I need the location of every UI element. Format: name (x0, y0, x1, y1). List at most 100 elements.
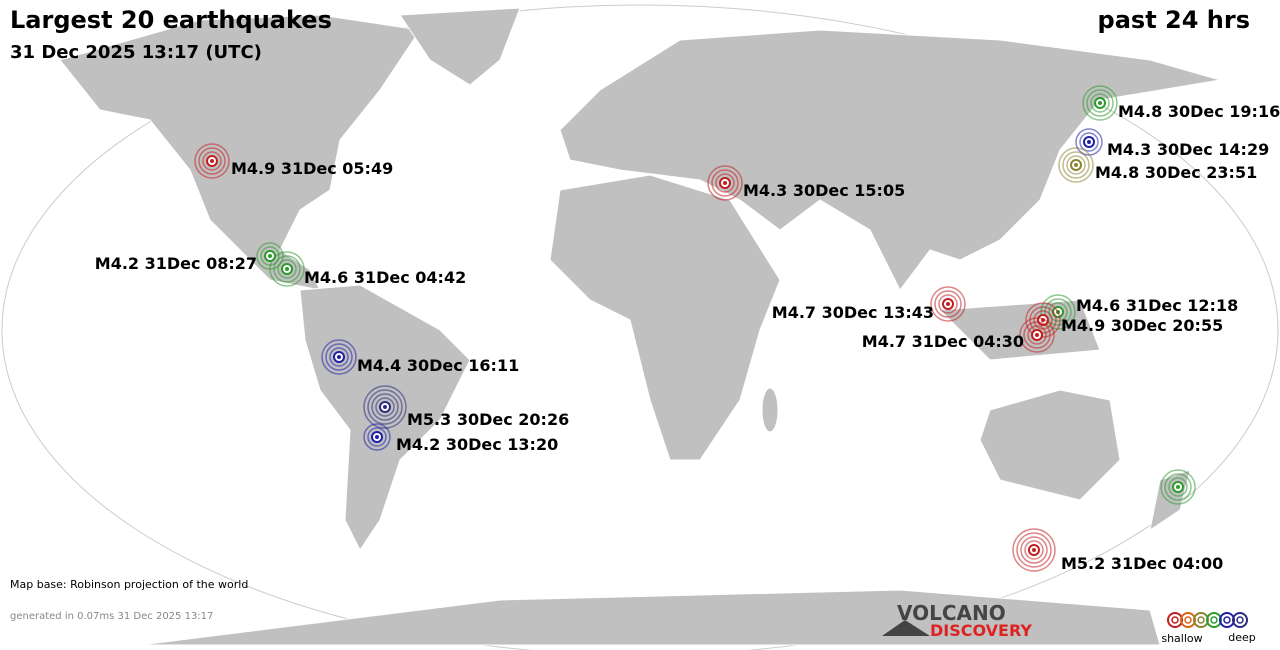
quake-marker (1025, 302, 1061, 338)
quake-center (1176, 485, 1180, 489)
quake-ring (1168, 477, 1188, 497)
quake-ring (1012, 528, 1056, 572)
quake-label: M4.9 30Dec 20:55 (1061, 316, 1223, 335)
quake-ring (1044, 298, 1072, 326)
quake-ring (938, 294, 958, 314)
quake-label: M4.2 31Dec 08:27 (95, 254, 257, 273)
quake-ring (363, 385, 407, 429)
quake-marker (363, 385, 407, 429)
legend-ring (1167, 612, 1183, 628)
quake-label: M4.7 30Dec 13:43 (772, 303, 934, 322)
subtitle: 31 Dec 2025 13:17 (UTC) (10, 42, 262, 63)
quake-ring (934, 290, 962, 318)
quake-ring (1027, 325, 1047, 345)
quake-marker (194, 143, 230, 179)
quake-center (210, 159, 214, 163)
quake-marker (1019, 317, 1055, 353)
quake-ring (371, 393, 399, 421)
legend-ring (1206, 612, 1222, 628)
quake-ring (325, 343, 353, 371)
quake-marker (930, 286, 966, 322)
quake-ring (363, 423, 391, 451)
quake-ring (1164, 473, 1192, 501)
quake-label: M4.8 30Dec 23:51 (1095, 163, 1257, 182)
legend-ring-inner (1223, 616, 1231, 624)
quake-ring (198, 147, 226, 175)
quake-marker (1160, 469, 1196, 505)
quake-center (723, 181, 727, 185)
quake-label: M4.2 30Dec 13:20 (396, 435, 558, 454)
legend-ring (1232, 612, 1248, 628)
quake-center (1032, 548, 1036, 552)
quake-ring (1062, 151, 1090, 179)
quake-center (337, 355, 341, 359)
quake-marker (269, 251, 305, 287)
quake-ring (1079, 132, 1099, 152)
logo-icon (882, 620, 930, 636)
legend-ring-inner (1197, 616, 1205, 624)
quake-marker (1075, 128, 1103, 156)
quake-ring (1058, 147, 1094, 183)
logo-line1: VOLCANO (897, 601, 1006, 625)
quake-ring (1019, 317, 1055, 353)
map-base-note: Map base: Robinson projection of the wor… (10, 578, 248, 591)
quake-center (1035, 333, 1039, 337)
quake-label: M4.9 31Dec 05:49 (231, 159, 393, 178)
quake-ring (1090, 93, 1110, 113)
quake-ring (1023, 321, 1051, 349)
quake-ring (1082, 85, 1118, 121)
legend-ring-inner (1171, 616, 1179, 624)
quake-ring (269, 251, 305, 287)
quake-center (1098, 101, 1102, 105)
quake-ring (930, 286, 966, 322)
quake-ring (1024, 540, 1044, 560)
quake-ring (329, 347, 349, 367)
legend-shallow: shallow (1161, 632, 1202, 645)
quake-ring (1016, 532, 1052, 568)
quake-label: M4.6 31Dec 04:42 (304, 268, 466, 287)
quake-center (1074, 163, 1078, 167)
quake-ring (277, 259, 297, 279)
quake-ring (711, 169, 739, 197)
quake-ring (273, 255, 301, 283)
quake-ring (1066, 155, 1086, 175)
quake-label: M5.2 31Dec 04:00 (1061, 554, 1223, 573)
quake-ring (202, 151, 222, 171)
quake-ring (1086, 89, 1114, 117)
quake-label: M4.3 30Dec 14:29 (1107, 140, 1269, 159)
quake-ring (707, 165, 743, 201)
quake-ring (321, 339, 357, 375)
quake-label: M4.3 30Dec 15:05 (743, 181, 905, 200)
legend-ring (1180, 612, 1196, 628)
quake-center (375, 435, 379, 439)
logo-line2: DISCOVERY (930, 621, 1032, 640)
quake-ring (1025, 302, 1061, 338)
legend-ring (1193, 612, 1209, 628)
land (59, 7, 1221, 646)
quake-ring (1020, 536, 1048, 564)
quake-label: M4.7 31Dec 04:30 (862, 332, 1024, 351)
quake-ring (1048, 302, 1068, 322)
quake-marker (707, 165, 743, 201)
quake-marker (1012, 528, 1056, 572)
quake-center (285, 267, 289, 271)
quake-label: M4.6 31Dec 12:18 (1076, 296, 1238, 315)
quake-ring (715, 173, 735, 193)
quake-label: M5.3 30Dec 20:26 (407, 410, 569, 429)
legend-ring (1219, 612, 1235, 628)
quake-center (946, 302, 950, 306)
quake-marker (1082, 85, 1118, 121)
quake-center (268, 254, 272, 258)
legend-ring-inner (1184, 616, 1192, 624)
quake-ring (375, 397, 395, 417)
legend-deep: deep (1228, 631, 1256, 644)
quake-marker (321, 339, 357, 375)
quake-marker (1058, 147, 1094, 183)
period: past 24 hrs (1098, 6, 1250, 34)
generated-note: generated in 0.07ms 31 Dec 2025 13:17 (10, 611, 213, 622)
quake-ring (367, 427, 387, 447)
quake-ring (1160, 469, 1196, 505)
legend-ring-inner (1210, 616, 1218, 624)
quake-label: M4.4 30Dec 16:11 (357, 356, 519, 375)
